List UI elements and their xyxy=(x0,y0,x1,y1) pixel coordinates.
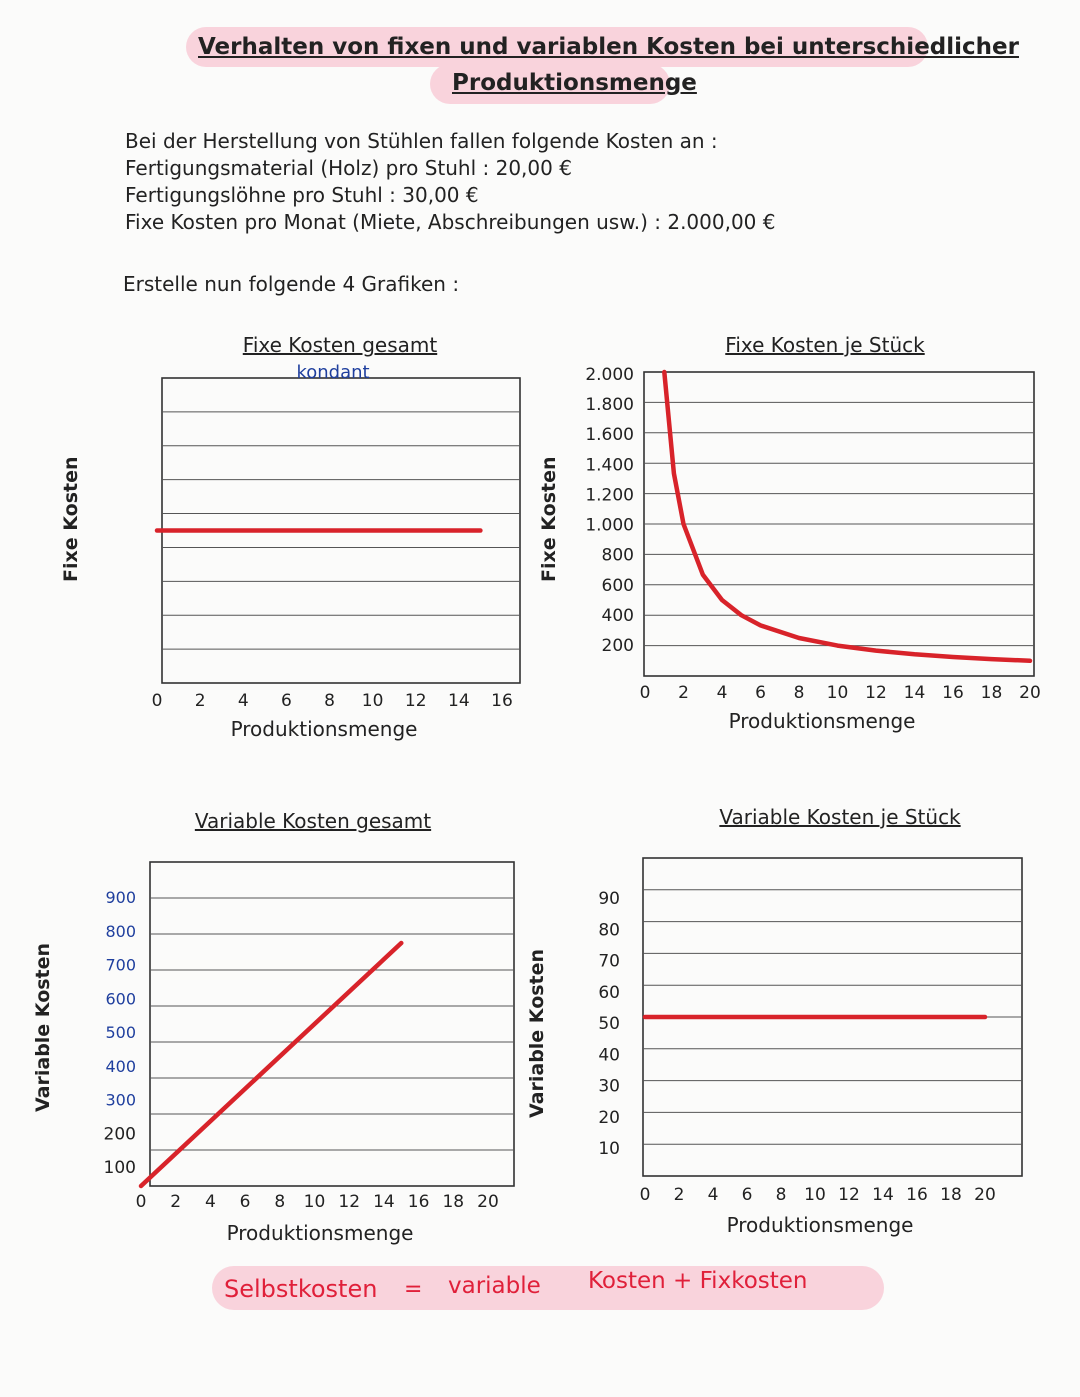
intro-line: Fixe Kosten pro Monat (Miete, Abschreibu… xyxy=(125,210,776,234)
x-tick-label: 16 xyxy=(942,683,964,703)
y-tick-label: 600 xyxy=(105,989,136,1008)
y-tick-label: 1.800 xyxy=(585,395,634,415)
footer-highlight xyxy=(212,1266,884,1310)
x-tick-label: 10 xyxy=(804,1185,826,1205)
y-tick-label: 400 xyxy=(105,1057,136,1076)
y-tick-label: 500 xyxy=(105,1023,136,1042)
x-tick-label: 4 xyxy=(238,691,249,711)
task-text: Erstelle nun folgende 4 Grafiken : xyxy=(123,272,460,296)
x-tick-label: 2 xyxy=(674,1185,685,1205)
y-tick-label: 1.000 xyxy=(585,516,634,536)
x-tick-label: 4 xyxy=(717,683,728,703)
chart-note: kondant xyxy=(296,362,369,383)
y-tick-label: 10 xyxy=(598,1139,620,1159)
x-axis-label: Produktionsmenge xyxy=(227,1221,414,1245)
x-tick-label: 8 xyxy=(324,691,335,711)
title-highlight-2 xyxy=(430,64,670,104)
x-tick-label: 18 xyxy=(940,1185,962,1205)
y-tick-label: 600 xyxy=(602,576,634,596)
x-tick-label: 16 xyxy=(906,1185,928,1205)
footer-equals: = xyxy=(404,1277,423,1302)
y-tick-label: 100 xyxy=(104,1158,136,1178)
y-tick-label: 60 xyxy=(598,983,620,1003)
y-tick-label: 700 xyxy=(105,956,136,975)
y-tick-label: 70 xyxy=(598,952,620,972)
y-tick-label: 900 xyxy=(105,888,136,907)
page-title-line-1: Verhalten von fixen und variablen Kosten… xyxy=(198,34,1019,60)
x-tick-label: 6 xyxy=(281,691,292,711)
x-tick-label: 6 xyxy=(755,683,766,703)
x-tick-label: 10 xyxy=(362,691,384,711)
page-title-line-2: Produktionsmenge xyxy=(452,70,697,96)
x-tick-label: 10 xyxy=(304,1192,326,1212)
y-tick-label: 30 xyxy=(598,1077,620,1097)
y-tick-label: 50 xyxy=(598,1014,620,1034)
x-tick-label: 8 xyxy=(794,683,805,703)
x-tick-label: 10 xyxy=(827,683,849,703)
y-tick-label: 90 xyxy=(598,889,620,909)
x-axis-label: Produktionsmenge xyxy=(729,709,916,733)
x-tick-label: 2 xyxy=(195,691,206,711)
y-tick-label: 800 xyxy=(602,546,634,566)
x-tick-label: 4 xyxy=(708,1185,719,1205)
y-tick-label: 20 xyxy=(598,1108,620,1128)
x-tick-label: 6 xyxy=(742,1185,753,1205)
x-tick-label: 4 xyxy=(205,1192,216,1212)
x-tick-label: 8 xyxy=(776,1185,787,1205)
intro-line: Fertigungsmaterial (Holz) pro Stuhl : 20… xyxy=(125,156,572,180)
intro-line: Bei der Herstellung von Stühlen fallen f… xyxy=(125,129,718,153)
x-tick-label: 0 xyxy=(152,691,163,711)
y-tick-label: 800 xyxy=(105,922,136,941)
series-line xyxy=(662,369,1033,664)
y-tick-label: 300 xyxy=(105,1091,136,1110)
x-tick-label: 14 xyxy=(904,683,926,703)
footer-variable: variable xyxy=(448,1273,541,1299)
chart-title: Fixe Kosten je Stück xyxy=(725,333,925,357)
x-tick-label: 12 xyxy=(865,683,887,703)
x-tick-label: 20 xyxy=(974,1185,996,1205)
x-axis-label: Produktionsmenge xyxy=(727,1213,914,1237)
y-tick-label: 80 xyxy=(598,920,620,940)
x-tick-label: 0 xyxy=(640,1185,651,1205)
x-tick-label: 14 xyxy=(373,1192,395,1212)
x-tick-label: 16 xyxy=(491,691,513,711)
x-tick-label: 18 xyxy=(442,1192,464,1212)
x-tick-label: 0 xyxy=(136,1192,147,1212)
x-tick-label: 12 xyxy=(405,691,427,711)
intro-line: Fertigungslöhne pro Stuhl : 30,00 € xyxy=(125,183,479,207)
x-tick-label: 6 xyxy=(240,1192,251,1212)
x-tick-label: 2 xyxy=(170,1192,181,1212)
x-tick-label: 20 xyxy=(1019,683,1041,703)
x-tick-label: 20 xyxy=(477,1192,499,1212)
y-tick-label: 200 xyxy=(602,636,634,656)
x-tick-label: 8 xyxy=(274,1192,285,1212)
y-tick-label: 400 xyxy=(602,606,634,626)
chart-title: Variable Kosten gesamt xyxy=(195,809,431,833)
footer-kosten-fixkosten: Kosten + Fixkosten xyxy=(588,1268,808,1294)
x-tick-label: 14 xyxy=(872,1185,894,1205)
intro-text: Bei der Herstellung von Stühlen fallen f… xyxy=(125,128,776,236)
y-tick-label: 1.600 xyxy=(585,425,634,445)
x-tick-label: 16 xyxy=(408,1192,430,1212)
x-tick-label: 0 xyxy=(640,683,651,703)
y-tick-label: 200 xyxy=(104,1124,136,1144)
title-highlight-1 xyxy=(186,27,928,67)
plot-frame xyxy=(149,861,515,1187)
y-tick-label: 1.200 xyxy=(585,485,634,505)
x-tick-label: 12 xyxy=(838,1185,860,1205)
chart-title: Fixe Kosten gesamt xyxy=(243,333,438,357)
y-tick-label: 1.400 xyxy=(585,455,634,475)
y-tick-label: 2.000 xyxy=(585,365,634,385)
x-tick-label: 14 xyxy=(448,691,470,711)
x-tick-label: 12 xyxy=(338,1192,360,1212)
y-tick-label: 40 xyxy=(598,1045,620,1065)
footer-selbstkosten: Selbstkosten xyxy=(224,1275,378,1303)
x-tick-label: 18 xyxy=(981,683,1003,703)
series-line xyxy=(138,940,404,1189)
x-axis-label: Produktionsmenge xyxy=(231,717,418,741)
x-tick-label: 2 xyxy=(678,683,689,703)
chart-title: Variable Kosten je Stück xyxy=(719,805,961,829)
